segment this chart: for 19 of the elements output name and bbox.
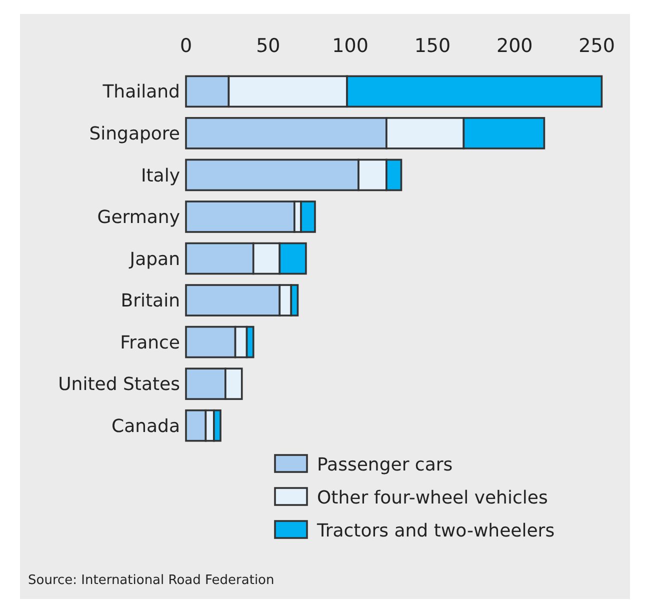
x-tick-label: 150	[414, 35, 451, 57]
legend-label: Tractors and two-wheelers	[316, 520, 555, 542]
x-tick-label: 200	[496, 35, 533, 57]
y-tick-label: Canada	[112, 416, 180, 437]
x-tick-label: 50	[256, 35, 280, 57]
y-tick-label: Britain	[120, 290, 180, 312]
x-tick-label: 0	[180, 35, 192, 57]
legend-label: Passenger cars	[317, 454, 453, 476]
x-tick-label: 250	[578, 35, 615, 57]
y-tick-label: France	[120, 332, 180, 354]
y-tick-label: Singapore	[89, 123, 180, 144]
y-tick-label: Italy	[140, 165, 180, 186]
y-tick-label: Japan	[128, 248, 180, 270]
legend-label: Other four-wheel vehicles	[317, 487, 548, 508]
x-tick-label: 100	[332, 35, 368, 57]
source-note: Source: International Road Federation	[28, 573, 274, 588]
y-tick-label: Germany	[97, 207, 180, 228]
y-tick-label: Thailand	[102, 82, 180, 103]
y-tick-label: United States	[58, 374, 180, 396]
